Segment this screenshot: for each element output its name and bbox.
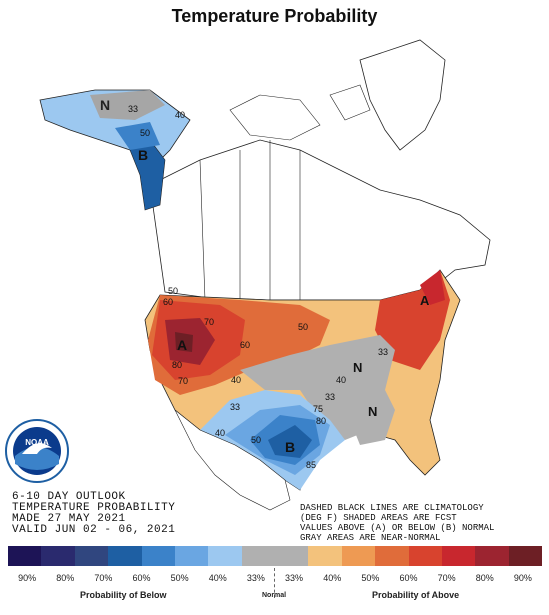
- contour-label: 60: [163, 297, 173, 307]
- contour-label: 33: [128, 104, 138, 114]
- contour-label: 40: [231, 375, 241, 385]
- colorbar-tick: 90%: [513, 573, 532, 583]
- west-a-label: A: [177, 337, 187, 353]
- note-line: GRAY AREAS ARE NEAR-NORMAL: [300, 533, 441, 543]
- contour-label: 33: [378, 347, 388, 357]
- contour-label: 70: [204, 317, 214, 327]
- noaa-logo-text: NOAA: [25, 438, 49, 447]
- alaska-n-label: N: [100, 97, 110, 113]
- outlook-line: VALID JUN 02 - 06, 2021: [12, 524, 176, 536]
- colorbar-swatch: [241, 546, 275, 566]
- contour-label: 40: [215, 428, 225, 438]
- contour-label: 33: [325, 392, 335, 402]
- colorbar-swatch: [174, 546, 209, 566]
- greenland-outline: [359, 39, 446, 151]
- colorbar-swatch: [508, 546, 542, 566]
- map-title: Temperature Probability: [171, 6, 378, 26]
- colorbar-swatch: [108, 546, 142, 566]
- contour-label: 85: [306, 460, 316, 470]
- colorbar-swatch: [208, 546, 242, 566]
- contour-label: 40: [175, 110, 185, 120]
- colorbar-swatch: [441, 546, 476, 566]
- colorbar-swatch: [341, 546, 376, 566]
- contour-label: 50: [298, 322, 308, 332]
- colorbar-swatch: [8, 546, 42, 566]
- noaa-logo: NOAA: [5, 419, 69, 483]
- colorbar-tick: 60%: [132, 573, 151, 583]
- colorbar-swatch: [141, 546, 175, 566]
- normal-divider: [274, 568, 275, 598]
- temperature-map: N B A A B N N 40 50 33 80 70 60 50 60 40…: [39, 39, 491, 511]
- colorbar-tick: 50%: [170, 573, 189, 583]
- contour-label: 50: [168, 286, 178, 296]
- east-a-label: A: [420, 293, 430, 308]
- probability-colorbar: [8, 546, 542, 566]
- colorbar-swatch: [275, 546, 309, 566]
- colorbar-tick: 70%: [94, 573, 113, 583]
- colorbar-swatch: [308, 546, 342, 566]
- contour-label: 70: [178, 376, 188, 386]
- mexico-outline: [174, 409, 291, 511]
- colorbar-tick: 90%: [18, 573, 37, 583]
- colorbar-tick: 33%: [285, 573, 304, 583]
- colorbar-tick: 60%: [399, 573, 418, 583]
- note-line: (DEG F) SHADED AREAS ARE FCST: [300, 513, 457, 523]
- colorbar-swatch: [408, 546, 442, 566]
- south-b-label: B: [285, 439, 295, 455]
- south-below-core: [268, 425, 312, 458]
- outlook-info: 6-10 DAY OUTLOOK TEMPERATURE PROBABILITY…: [12, 492, 175, 536]
- colorbar-tick: 50%: [361, 573, 380, 583]
- canada-islands: [229, 84, 371, 141]
- colorbar-swatch: [475, 546, 509, 566]
- outlook-line: MADE 27 MAY 2021: [12, 513, 126, 525]
- colorbar-tick: 40%: [208, 573, 227, 583]
- contour-label: 80: [316, 416, 326, 426]
- colorbar-tick: 80%: [56, 573, 75, 583]
- contour-label: 60: [240, 340, 250, 350]
- colorbar-swatch: [41, 546, 75, 566]
- colorbar-tick: 80%: [475, 573, 494, 583]
- province-lines: [199, 140, 301, 301]
- southeast-normal: [350, 390, 395, 445]
- colorbar-swatch: [74, 546, 109, 566]
- west-above-center: [175, 332, 193, 352]
- center-n-label: N: [353, 360, 362, 375]
- contour-label: 50: [251, 435, 261, 445]
- alaska-b-label: B: [138, 147, 148, 163]
- normal-caption: Normal: [262, 592, 287, 599]
- colorbar-tick: 40%: [323, 573, 342, 583]
- contour-label: 80: [172, 360, 182, 370]
- contour-label: 75: [313, 404, 323, 414]
- colorbar-ticks: 90% 80% 70% 60% 50% 40% 33% 33% 40% 50% …: [8, 573, 542, 583]
- alaska-gray: [90, 90, 165, 120]
- southeast-n-label: N: [368, 404, 377, 419]
- below-caption: Probability of Below: [80, 590, 167, 600]
- colorbar-swatch: [375, 546, 409, 566]
- colorbar-tick: 33%: [246, 573, 265, 583]
- outlook-line: 6-10 DAY OUTLOOK: [12, 491, 126, 503]
- contour-label: 33: [230, 402, 240, 412]
- alaska-blue-mid: [115, 122, 160, 150]
- contour-label: 50: [140, 128, 150, 138]
- contour-label: 40: [336, 375, 346, 385]
- outlook-line: TEMPERATURE PROBABILITY: [12, 502, 176, 514]
- colorbar-tick: 70%: [437, 573, 456, 583]
- above-caption: Probability of Above: [372, 590, 460, 600]
- map-note: DASHED BLACK LINES ARE CLIMATOLOGY (DEG …: [300, 503, 494, 543]
- northeast-core: [420, 270, 445, 305]
- note-line: DASHED BLACK LINES ARE CLIMATOLOGY: [300, 503, 484, 513]
- note-line: VALUES ABOVE (A) OR BELOW (B) NORMAL: [300, 523, 495, 533]
